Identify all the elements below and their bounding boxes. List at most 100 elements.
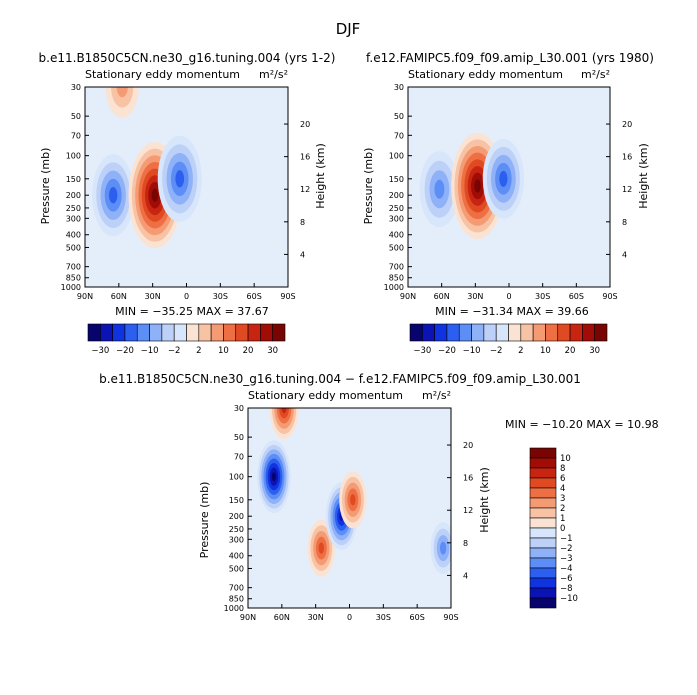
colorbar-label: −8 <box>560 584 573 594</box>
panel-1-units: m²/s² <box>259 68 288 81</box>
y-tick-label: 300 <box>66 214 81 223</box>
panel-1-y2label: Height (km) <box>314 143 327 209</box>
colorbar-label: 10 <box>560 454 571 464</box>
colorbar-box <box>529 497 557 509</box>
y2-tick-label: 20 <box>300 120 310 129</box>
panel-1-plot: 90N 60N 30N 0 30S 60S 90S 30 50 70 100 150 200 250300… <box>61 83 311 301</box>
y-tick-label: 100 <box>66 152 81 161</box>
colorbar-box <box>149 323 163 342</box>
x-tick-label: 90N <box>240 613 256 622</box>
colorbar-box <box>446 323 460 342</box>
contour-2-4 <box>318 542 325 554</box>
colorbar-label: 3 <box>560 494 565 504</box>
colorbar-label: 10 <box>540 346 551 356</box>
x-tick-label: 60S <box>247 292 262 301</box>
contour-1-5 <box>281 408 287 414</box>
colorbar-box <box>87 323 101 342</box>
colorbar-label: 8 <box>560 464 565 474</box>
colorbar-box <box>529 597 557 609</box>
panel-3-plot: 90N 60N 30N 0 30S 60S 90S 30 50 70 100 150 200 250300… <box>224 404 474 622</box>
colorbar-label: 2 <box>518 346 523 356</box>
colorbar-label: −10 <box>560 594 578 604</box>
colorbar-box <box>529 587 557 599</box>
contour-0-7 <box>271 472 277 482</box>
y2-tick-label: 4 <box>622 250 627 259</box>
y-tick-label: 400 <box>66 231 81 240</box>
y-tick-label: 250 <box>229 525 244 534</box>
colorbar-box <box>483 323 497 342</box>
y-tick-label: 850 <box>66 274 81 283</box>
contour-2-4 <box>499 170 508 187</box>
y2-tick-label: 12 <box>300 185 310 194</box>
panel-3-stats: MIN = −10.20 MAX = 10.98 <box>505 418 659 431</box>
y-tick-label: 70 <box>71 131 81 140</box>
colorbar-label: 2 <box>196 346 201 356</box>
y-tick-label: 300 <box>229 535 244 544</box>
colorbar-label: 2 <box>560 504 565 514</box>
y-tick-label: 200 <box>229 512 244 521</box>
y-tick-label: 700 <box>66 263 81 272</box>
x-tick-label: 90S <box>602 292 617 301</box>
y-tick-label: 700 <box>389 263 404 272</box>
panel-3-title: b.e11.B1850C5CN.ne30_g16.tuning.004 − f.… <box>99 372 581 386</box>
panel-1-ylabel: Pressure (mb) <box>39 148 52 225</box>
y-tick-label: 500 <box>389 243 404 252</box>
y-tick-label: 500 <box>66 243 81 252</box>
colorbar-box <box>471 323 485 342</box>
x-tick-label: 60S <box>410 613 425 622</box>
colorbar-label: 30 <box>589 346 600 356</box>
colorbar-box <box>529 537 557 549</box>
y2-tick-label: 8 <box>622 218 627 227</box>
x-tick-label: 30S <box>213 292 228 301</box>
x-tick-label: 90S <box>443 613 458 622</box>
y2-tick-label: 4 <box>300 250 305 259</box>
colorbar-label: 6 <box>560 474 565 484</box>
y-tick-label: 500 <box>229 564 244 573</box>
panel-3-y2label: Height (km) <box>478 467 491 533</box>
colorbar-box <box>272 323 286 342</box>
panel-3: b.e11.B1850C5CN.ne30_g16.tuning.004 − f.… <box>99 372 659 622</box>
x-tick-label: 60N <box>434 292 450 301</box>
colorbar-label: 30 <box>267 346 278 356</box>
colorbar-label: −3 <box>560 554 573 564</box>
panel-2-stats: MIN = −31.34 MAX = 39.66 <box>435 305 589 318</box>
panel-2-subtitle: Stationary eddy momentum <box>408 68 563 81</box>
colorbar-box <box>198 323 212 342</box>
colorbar-box <box>495 323 509 342</box>
y-tick-label: 400 <box>229 552 244 561</box>
colorbar-box <box>422 323 435 342</box>
y-tick-label: 1000 <box>224 604 244 613</box>
colorbar-box <box>458 323 472 342</box>
colorbar-box <box>520 323 534 342</box>
colorbar-label: −6 <box>560 574 573 584</box>
colorbar-box <box>247 323 261 342</box>
colorbar-label: −1 <box>560 534 573 544</box>
y-tick-label: 30 <box>234 404 244 413</box>
y-tick-label: 70 <box>394 131 404 140</box>
y-tick-label: 850 <box>229 595 244 604</box>
panel-1-colorbar: −30 −20 −10 −2 2 10 20 30 <box>87 323 286 356</box>
panel-1: b.e11.B1850C5CN.ne30_g16.tuning.004 (yrs… <box>39 51 336 356</box>
contour-0-3 <box>434 179 445 199</box>
colorbar-box <box>529 527 557 539</box>
contour-1-7 <box>474 179 481 193</box>
y-tick-label: 70 <box>234 452 244 461</box>
colorbar-box <box>529 517 557 529</box>
panel-3-subtitle: Stationary eddy momentum <box>248 389 403 402</box>
colorbar-label: 20 <box>243 346 254 356</box>
colorbar-box <box>235 323 249 342</box>
panel-2: f.e12.FAMIPC5.f09_f09.amip_L30.001 (yrs … <box>362 51 654 356</box>
x-tick-label: 0 <box>506 292 511 301</box>
colorbar-box <box>529 507 557 519</box>
colorbar-box <box>210 323 224 342</box>
panel-3-ylabel: Pressure (mb) <box>198 482 211 559</box>
y-tick-label: 250 <box>389 204 404 213</box>
colorbar-box <box>223 323 237 342</box>
y2-tick-label: 16 <box>463 474 473 483</box>
colorbar-box <box>529 547 557 559</box>
y-tick-label: 50 <box>234 433 244 442</box>
colorbar-label: 1 <box>560 514 565 524</box>
panel-1-subtitle: Stationary eddy momentum <box>85 68 240 81</box>
